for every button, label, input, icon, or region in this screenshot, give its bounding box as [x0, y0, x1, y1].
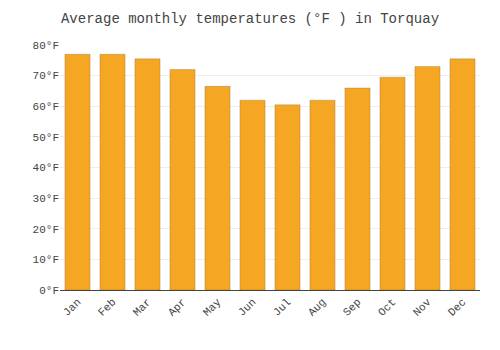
svg-text:Mar: Mar: [131, 296, 153, 318]
svg-text:20°F: 20°F: [33, 224, 59, 236]
svg-text:0°F: 0°F: [39, 285, 59, 297]
svg-text:May: May: [201, 296, 224, 319]
svg-text:Average monthly temperatures (: Average monthly temperatures (°F ) in To…: [61, 11, 439, 27]
svg-text:50°F: 50°F: [33, 132, 59, 144]
svg-text:10°F: 10°F: [33, 254, 59, 266]
svg-text:Sep: Sep: [341, 296, 363, 318]
svg-text:70°F: 70°F: [33, 70, 59, 82]
svg-text:Aug: Aug: [306, 296, 328, 318]
svg-text:30°F: 30°F: [33, 193, 59, 205]
svg-text:40°F: 40°F: [33, 162, 59, 174]
svg-text:Nov: Nov: [411, 296, 434, 319]
svg-text:Feb: Feb: [96, 296, 118, 318]
svg-text:Dec: Dec: [446, 296, 468, 318]
svg-text:Jun: Jun: [236, 296, 258, 318]
svg-text:80°F: 80°F: [33, 40, 59, 52]
svg-text:Jan: Jan: [61, 296, 83, 318]
svg-text:60°F: 60°F: [33, 101, 59, 113]
svg-text:Jul: Jul: [271, 296, 293, 318]
svg-text:Oct: Oct: [376, 296, 398, 318]
svg-text:Apr: Apr: [166, 296, 188, 318]
